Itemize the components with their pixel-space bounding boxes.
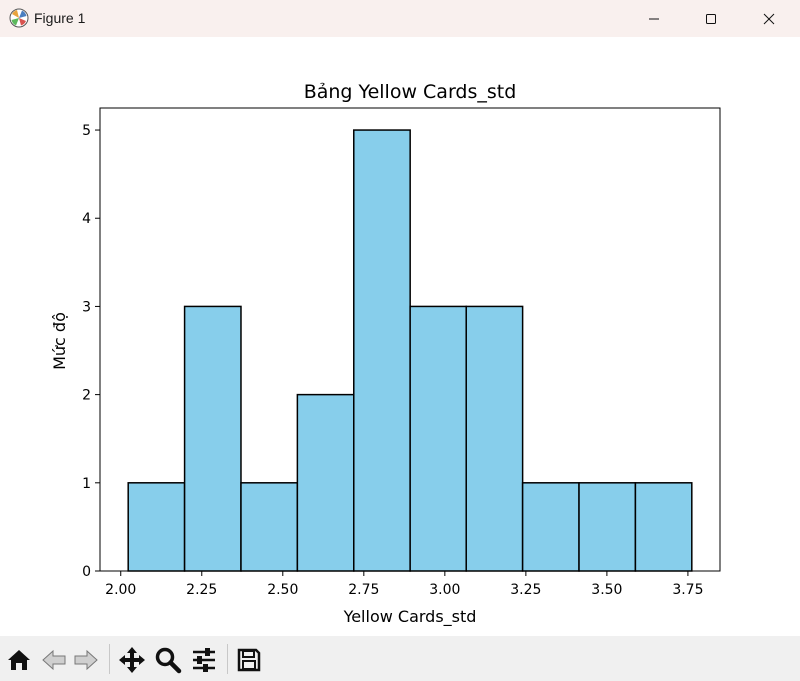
window-titlebar: Figure 1 <box>0 0 800 37</box>
toolbar-separator <box>227 644 228 674</box>
x-tick-label: 2.25 <box>186 582 217 598</box>
arrow-right-icon <box>74 649 98 671</box>
histogram-bar <box>465 305 524 572</box>
close-button[interactable] <box>746 0 792 37</box>
toolbar-separator <box>109 644 110 674</box>
x-ticks: 2.00 2.25 2.50 2.75 3.00 3.25 3.50 3.75 <box>105 571 704 598</box>
configure-subplots-button[interactable] <box>190 646 218 674</box>
minimize-icon <box>649 18 659 19</box>
histogram-bar <box>353 129 411 572</box>
matplotlib-icon <box>9 8 29 28</box>
chart-title: Bảng Yellow Cards_std <box>304 81 517 103</box>
histogram-bar <box>578 482 637 572</box>
zoom-button[interactable] <box>154 646 182 674</box>
floppy-disk-icon <box>237 648 261 672</box>
histogram-bar <box>296 393 355 572</box>
save-button[interactable] <box>235 646 263 674</box>
y-tick-label: 5 <box>82 123 91 139</box>
minimize-button[interactable] <box>631 0 677 37</box>
arrow-left-icon <box>42 649 66 671</box>
histogram-bar <box>240 482 299 572</box>
move-icon <box>119 647 145 673</box>
histogram-chart: 2.00 2.25 2.50 2.75 3.00 3.25 3.50 3.75 012345 … <box>50 81 721 627</box>
x-tick-label: 3.75 <box>672 582 703 598</box>
y-tick-label: 2 <box>82 388 91 404</box>
x-tick-label: 2.75 <box>348 582 379 598</box>
forward-button[interactable] <box>72 646 100 674</box>
y-tick-label: 0 <box>82 564 91 580</box>
x-tick-label: 2.50 <box>267 582 298 598</box>
pan-button[interactable] <box>118 646 146 674</box>
home-button[interactable] <box>5 646 33 674</box>
y-ticks: 0 1 2 3 4 5 <box>82 123 100 580</box>
histogram-bar <box>183 305 242 572</box>
sliders-icon <box>193 648 215 672</box>
y-tick-label: 3 <box>82 299 91 315</box>
axes-frame <box>99 107 721 572</box>
home-icon <box>8 650 30 670</box>
x-tick-label: 3.25 <box>510 582 541 598</box>
histogram-bar <box>634 482 693 572</box>
back-button[interactable] <box>40 646 68 674</box>
histogram-bar <box>409 305 467 572</box>
close-icon <box>763 13 775 24</box>
x-tick-label: 3.00 <box>429 582 460 598</box>
x-axis-label: Yellow Cards_std <box>343 607 477 627</box>
maximize-button[interactable] <box>688 0 734 37</box>
navigation-toolbar <box>0 636 800 681</box>
histogram-bar <box>127 482 186 572</box>
magnifier-icon <box>155 647 182 674</box>
y-axis-label: Mức độ <box>50 312 69 370</box>
window-title: Figure 1 <box>34 10 86 26</box>
histogram-bars <box>127 129 693 572</box>
x-tick-label: 3.50 <box>591 582 622 598</box>
maximize-icon <box>706 13 716 24</box>
histogram-bar <box>521 482 580 572</box>
y-tick-label: 1 <box>82 476 91 492</box>
y-tick-label: 4 <box>82 211 91 227</box>
x-tick-label: 2.00 <box>105 582 136 598</box>
